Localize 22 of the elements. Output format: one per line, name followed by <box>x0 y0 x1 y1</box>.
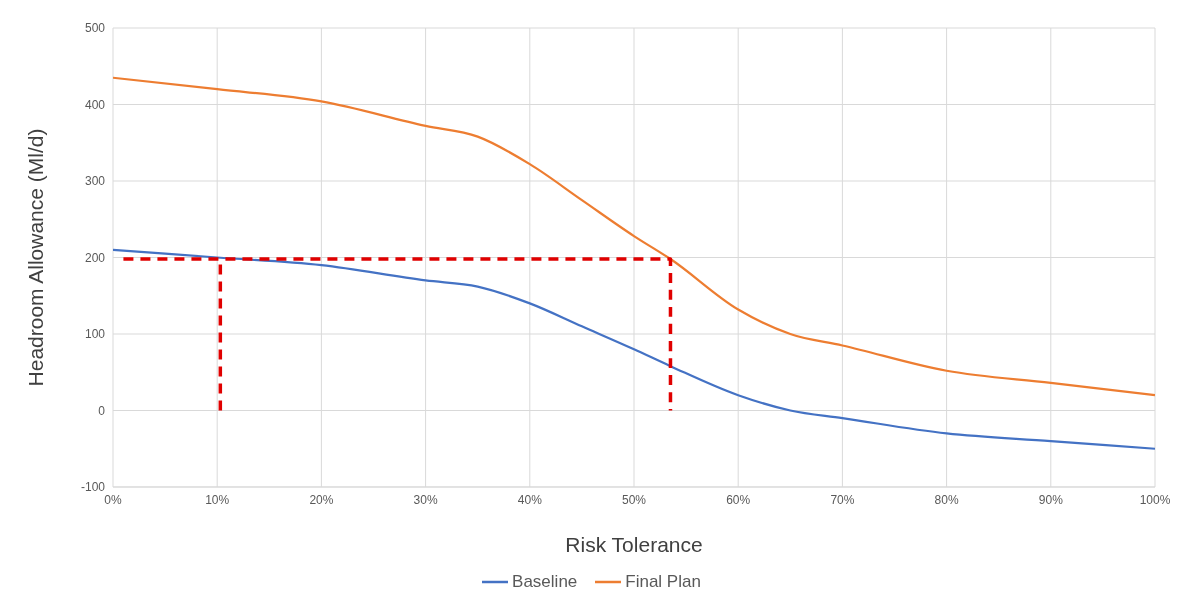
legend-label: Baseline <box>512 572 578 592</box>
legend-label: Final Plan <box>625 572 701 592</box>
x-tick-label: 40% <box>517 492 543 507</box>
x-tick-label: 80% <box>934 492 959 507</box>
y-tick-label: 300 <box>84 174 106 189</box>
x-tick-label: 30% <box>413 492 438 507</box>
x-tick-label: 70% <box>830 492 855 507</box>
y-tick-label: -100 <box>80 480 106 495</box>
x-tick-label: 90% <box>1038 492 1064 507</box>
y-tick-label: 0 <box>98 403 106 418</box>
x-tick-label: 60% <box>726 492 751 507</box>
x-tick-label: 0% <box>104 492 122 507</box>
y-axis-title: Headroom Allowance (Ml/d) <box>24 128 48 387</box>
x-tick-label: 50% <box>621 492 647 507</box>
x-tick-label: 100% <box>1139 492 1171 507</box>
x-tick-label: 10% <box>205 492 230 507</box>
y-tick-label: 100 <box>84 327 106 342</box>
x-axis-title: Risk Tolerance <box>565 533 703 556</box>
y-tick-label: 200 <box>84 250 106 265</box>
y-tick-label: 500 <box>84 21 106 36</box>
x-tick-label: 20% <box>309 492 334 507</box>
y-tick-label: 400 <box>84 97 106 112</box>
